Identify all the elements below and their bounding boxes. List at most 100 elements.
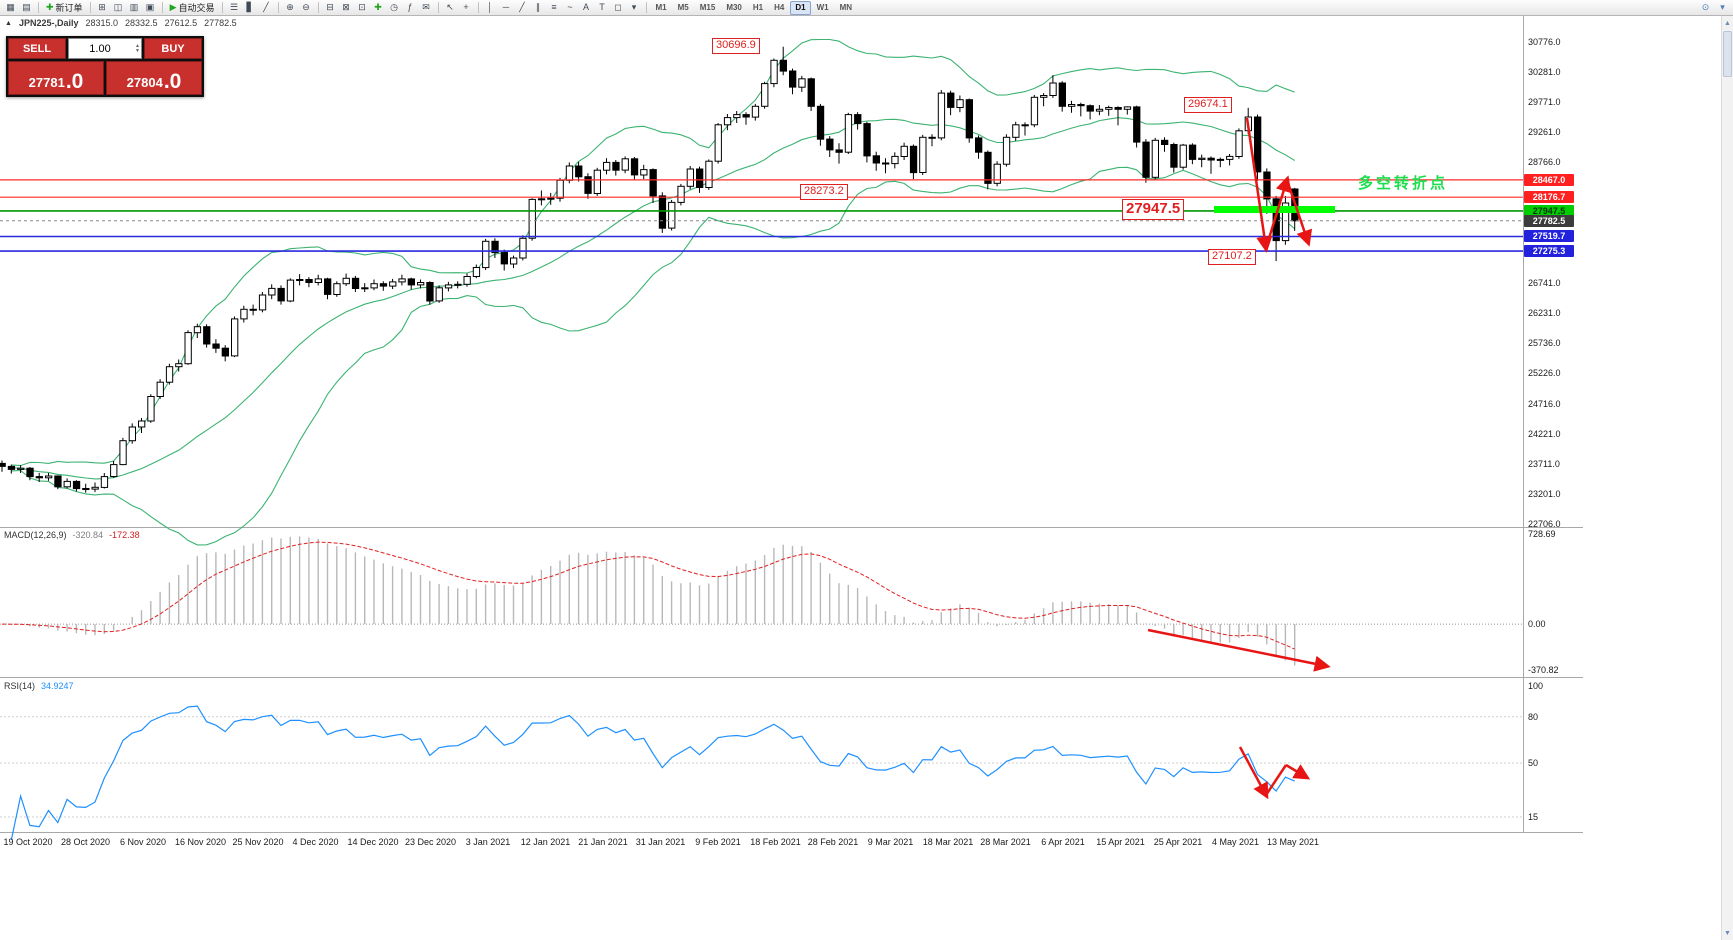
toolbar-separator	[317, 2, 319, 13]
annotation-high-may[interactable]: 29674.1	[1184, 97, 1232, 113]
vertical-line-icon[interactable]: │	[487, 2, 493, 12]
tile-windows-icon[interactable]: ⊟	[326, 2, 334, 12]
sell-price: 27781	[28, 75, 65, 91]
timeframe-button-M1[interactable]: M1	[655, 3, 667, 12]
ohlc-low: 27612.5	[164, 18, 198, 28]
crosshair-icon[interactable]: +	[463, 2, 469, 12]
red-arrow[interactable]	[1285, 179, 1313, 247]
toolbar-separator	[277, 2, 279, 13]
data-window-icon[interactable]: ◫	[113, 2, 123, 12]
text-label-icon[interactable]: T	[599, 2, 605, 12]
navigator-icon[interactable]: ▥	[129, 2, 139, 12]
volume-down-icon[interactable]: ▼	[135, 47, 140, 54]
top-toolbar: ▦ ▤ ✚ 新订单 ⊞ ◫ ▥ ▣ ▶ 自动交易 ☰ ▋ ╱ ⊕ ⊖ ⊟ ⊠ ⊡ ✚ ◷ ƒ ✉ ↖ + │ ─ ╱ ∥ ≡ ~ A T ◻ ▾ M…	[0, 0, 1733, 16]
wave-icon[interactable]: ~	[567, 2, 573, 12]
zoom-in-icon[interactable]: ⊕	[286, 2, 294, 12]
macd-signal-line	[1, 541, 1295, 650]
cascade-windows-icon[interactable]: ⊠	[342, 2, 350, 12]
candlestick-chart-icon[interactable]: ▋	[246, 2, 254, 12]
market-watch-icon[interactable]: ⊞	[98, 2, 106, 12]
text-icon[interactable]: A	[582, 2, 589, 12]
timeframe-button-W1[interactable]: W1	[816, 3, 829, 12]
arrange-windows-icon[interactable]: ⊡	[358, 2, 366, 12]
macd-value-signal: -172.38	[109, 530, 140, 540]
red-arrow[interactable]	[1264, 764, 1288, 796]
sell-button[interactable]: SELL	[8, 38, 66, 59]
auto-trading-button[interactable]: ▶ 自动交易	[169, 2, 215, 14]
macd-header: MACD(12,26,9) -320.84 -172.38	[4, 530, 140, 540]
buy-price-button[interactable]: 27804 .0	[106, 61, 202, 95]
new-order-button[interactable]: ✚ 新订单	[46, 2, 83, 14]
chart-title: ▲ JPN225-,Daily 28315.0 28332.5 27612.5 …	[5, 18, 237, 28]
horizontal-line-icon[interactable]: ─	[502, 2, 510, 12]
annotation-low-may[interactable]: 27107.2	[1208, 249, 1256, 265]
timeframe-button-M15[interactable]: M15	[699, 3, 716, 12]
toolbar-separator	[221, 2, 223, 13]
trendline-icon[interactable]: ╱	[519, 2, 525, 12]
timeframe-button-M5[interactable]: M5	[677, 3, 689, 12]
more-icon[interactable]: ▾	[1720, 2, 1725, 12]
symbol-direction-icon: ▲	[5, 19, 12, 27]
line-chart-icon[interactable]: ╱	[263, 2, 269, 12]
vertical-scrollbar[interactable]: ▲ ▼	[1721, 16, 1733, 940]
turning-point-text: 多空转折点	[1358, 175, 1449, 192]
red-arrow[interactable]	[1285, 763, 1311, 780]
new-order-plus-icon[interactable]: ✚	[374, 2, 382, 12]
bar-chart-icon[interactable]: ☰	[229, 2, 239, 12]
scroll-up-icon[interactable]: ▲	[1724, 19, 1731, 27]
channel-icon[interactable]: ∥	[535, 2, 541, 12]
scroll-down-icon[interactable]: ▼	[1724, 929, 1731, 937]
toolbar-separator	[437, 2, 439, 13]
candles-layer[interactable]	[0, 46, 1299, 493]
chart-profiles-icon[interactable]: ▤	[22, 2, 31, 12]
red-arrow[interactable]	[1147, 628, 1331, 672]
one-click-trading-panel: SELL ▲ ▼ BUY 27781 .0 27804 .0	[6, 36, 204, 97]
rsi-header: RSI(14) 34.9247	[4, 681, 74, 691]
sell-price-frac: .0	[65, 70, 84, 94]
ohlc-open: 28315.0	[85, 18, 119, 28]
sell-price-button[interactable]: 27781 .0	[8, 61, 104, 95]
annotation-level-28273[interactable]: 28273.2	[800, 184, 848, 200]
scrollbar-thumb[interactable]	[1723, 31, 1732, 77]
bollinger-bands	[11, 38, 1296, 546]
volume-box: ▲ ▼	[68, 38, 142, 59]
ohlc-close: 27782.5	[204, 18, 237, 28]
volume-up-icon[interactable]: ▲	[135, 42, 140, 49]
arrows-dropdown-icon[interactable]: ▾	[631, 2, 637, 12]
strategy-tester-icon[interactable]: ◷	[390, 2, 398, 12]
toolbar-separator	[38, 2, 39, 13]
red-arrow[interactable]	[1264, 175, 1292, 249]
macd-histogram	[10, 536, 1296, 666]
search-icon[interactable]: ⊙	[1701, 2, 1710, 12]
macd-title: MACD(12,26,9)	[4, 530, 67, 540]
red-arrow[interactable]	[1245, 117, 1273, 253]
new-chart-icon[interactable]: ▦	[6, 2, 15, 12]
volume-input[interactable]	[69, 39, 141, 58]
buy-price-frac: .0	[163, 70, 182, 94]
buy-button[interactable]: BUY	[144, 38, 202, 59]
shapes-icon[interactable]: ◻	[614, 2, 622, 12]
cursor-icon[interactable]: ↖	[446, 2, 454, 12]
annotation-pivot-27947[interactable]: 27947.5	[1122, 199, 1185, 220]
rsi-value: 34.9247	[41, 681, 74, 691]
fibonacci-icon[interactable]: ≡	[551, 2, 557, 12]
toolbar-separator	[161, 2, 163, 13]
annotation-high-feb[interactable]: 30696.9	[712, 38, 760, 54]
timeframe-button-M30[interactable]: M30	[726, 3, 742, 12]
red-arrow[interactable]	[1238, 746, 1269, 800]
toolbar-separator	[89, 2, 91, 13]
timeframe-button-MN[interactable]: MN	[839, 3, 853, 12]
mail-icon[interactable]: ✉	[422, 2, 430, 12]
indicators-icon[interactable]: ƒ	[407, 2, 413, 12]
highlight-bar[interactable]	[1214, 206, 1335, 213]
volume-spinners: ▲ ▼	[135, 39, 140, 58]
symbol-name: JPN225-,Daily	[18, 18, 79, 28]
timeframe-button-H1[interactable]: H1	[752, 3, 764, 12]
rsi-line	[10, 705, 1295, 841]
timeframe-button-D1[interactable]: D1	[790, 0, 811, 15]
timeframe-button-H4[interactable]: H4	[774, 3, 785, 12]
toolbar-separator	[645, 2, 647, 13]
zoom-out-icon[interactable]: ⊖	[302, 2, 310, 12]
terminal-icon[interactable]: ▣	[145, 2, 155, 12]
